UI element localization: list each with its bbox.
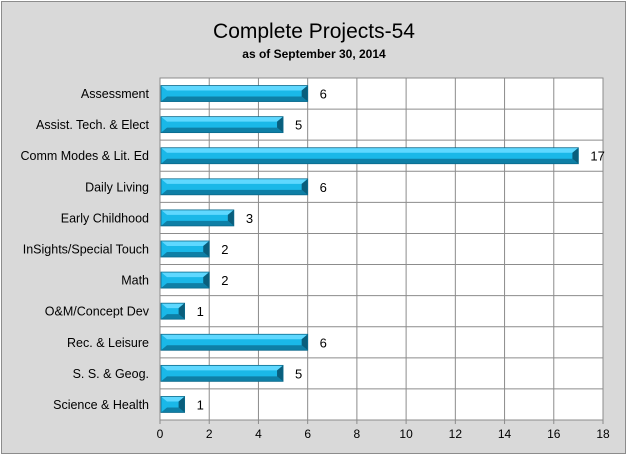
bar [160, 147, 579, 165]
data-labels: 6 5 17 6 3 2 2 1 6 5 1 [197, 87, 605, 413]
x-tick-label: 14 [498, 427, 512, 441]
bar-bevel-bottom [161, 96, 308, 102]
bar-bevel-bottom [161, 376, 284, 382]
x-tick-label: 0 [157, 427, 164, 441]
gridlines [159, 78, 604, 420]
bar-outline [160, 271, 210, 289]
bar [160, 85, 309, 102]
data-label: 3 [246, 211, 253, 226]
bar-bevel-top [161, 365, 284, 371]
bar [160, 396, 186, 413]
category-label: O&M/Concept Dev [45, 305, 150, 319]
bar-end-cap [227, 209, 234, 226]
data-label: 5 [295, 118, 302, 133]
bar-end-cap [178, 396, 185, 413]
bar-end-cap [301, 85, 308, 102]
bar-bevel-top [161, 334, 308, 340]
data-label: 1 [197, 304, 204, 319]
x-tick-label: 18 [596, 427, 610, 441]
bar [160, 116, 284, 134]
bar [160, 240, 210, 258]
bar [160, 302, 186, 320]
bar-bevel-bottom [161, 252, 210, 257]
data-label: 1 [197, 397, 204, 412]
data-label: 5 [295, 366, 302, 381]
bar [160, 209, 235, 227]
bar-bevel-bottom [161, 283, 210, 289]
bar-outline [160, 240, 210, 258]
bar-end-cap [178, 303, 185, 320]
x-tick-label: 8 [354, 427, 361, 441]
bar-bevel-bottom [161, 407, 185, 413]
bar-bevel-top [161, 209, 234, 215]
bar-end-cap [301, 334, 308, 351]
category-label: Daily Living [85, 180, 149, 194]
bar [160, 333, 309, 351]
bar-bevel-bottom [161, 314, 185, 320]
x-tick-label: 12 [449, 427, 463, 441]
bar-outline [160, 364, 284, 382]
bar-end-cap [572, 147, 579, 164]
bar-end-cap [301, 178, 308, 195]
category-label: Rec. & Leisure [67, 336, 149, 350]
x-tick-label: 6 [304, 427, 311, 441]
data-label: 2 [221, 273, 228, 288]
bar-bevel-bottom [161, 127, 284, 133]
bar-end-cap [277, 365, 284, 382]
bar-bevel-bottom [161, 345, 308, 351]
category-label: S. S. & Geog. [73, 367, 149, 381]
bar-end-cap [203, 241, 210, 257]
data-label: 17 [590, 149, 604, 164]
category-label: Early Childhood [61, 211, 149, 225]
bar-outline [160, 116, 284, 134]
category-label: Comm Modes & Lit. Ed [20, 149, 149, 163]
bar-outline [160, 209, 235, 227]
data-label: 6 [320, 87, 327, 102]
bar-outline [160, 396, 186, 413]
chart-title: Complete Projects-54 [213, 20, 415, 43]
category-label: Assist. Tech. & Elect [36, 118, 150, 132]
bar [160, 364, 284, 382]
category-label: Assessment [81, 87, 150, 101]
plot-area [159, 77, 604, 421]
x-axis-ticks: 0 2 4 6 8 10 12 14 16 18 [157, 420, 610, 441]
bar-bevel-top [161, 116, 284, 122]
x-tick-label: 10 [399, 427, 413, 441]
x-tick-label: 16 [547, 427, 561, 441]
bar-bevel-top [161, 178, 308, 184]
bar-outline [160, 333, 309, 351]
data-label: 6 [320, 335, 327, 350]
category-label: Science & Health [53, 398, 149, 412]
chart-subtitle: as of September 30, 2014 [242, 47, 386, 61]
bar-bevel-top [161, 396, 185, 402]
bar-end-cap [203, 272, 210, 289]
bar-bevel-top [161, 241, 210, 246]
category-label: InSights/Special Touch [23, 243, 149, 257]
bar-outline [160, 85, 309, 102]
category-label: Math [121, 274, 149, 288]
bar-outline [160, 302, 186, 320]
bar-bevel-top [161, 272, 210, 278]
bar-outline [160, 147, 579, 165]
x-tick-label: 4 [255, 427, 262, 441]
bars [160, 85, 579, 413]
bar-bevel-top [161, 147, 579, 153]
bar [160, 271, 210, 289]
x-tick-label: 2 [206, 427, 213, 441]
category-labels: Assessment Assist. Tech. & Elect Comm Mode… [20, 87, 149, 412]
bar-bevel-top [161, 303, 185, 309]
bar-bevel-bottom [161, 189, 308, 195]
bar-end-cap [277, 116, 284, 133]
data-label: 6 [320, 180, 327, 195]
data-label: 2 [221, 242, 228, 257]
bar-bevel-top [161, 85, 308, 91]
bar-bevel-bottom [161, 220, 234, 226]
bar [160, 178, 309, 196]
bar-outline [160, 178, 309, 196]
bar-bevel-bottom [161, 158, 579, 164]
